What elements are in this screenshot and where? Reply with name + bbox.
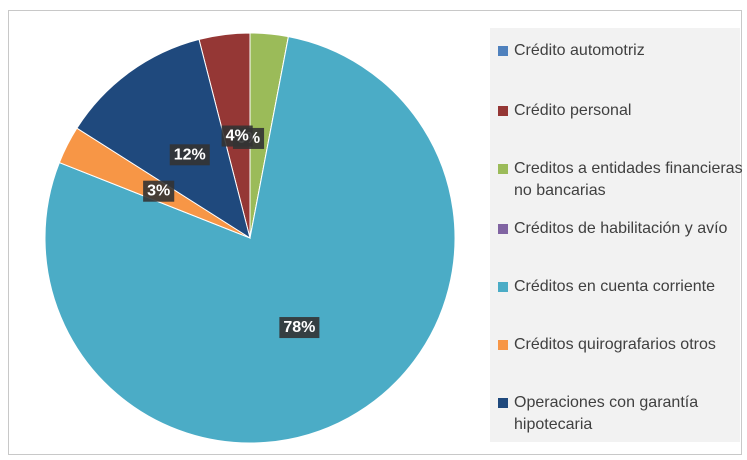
legend-item: Crédito automotriz	[498, 40, 747, 62]
legend-item: Creditos a entidades financieras no banc…	[498, 158, 747, 202]
data-label-text: 3%	[147, 183, 170, 200]
data-label-box	[221, 125, 253, 147]
pie-area: 0%4%78%3%12%	[44, 32, 456, 444]
legend-item: Créditos de habilitación y avío	[498, 218, 747, 240]
legend-swatch	[498, 46, 508, 56]
data-label: 3%	[143, 180, 175, 202]
legend-swatch	[498, 106, 508, 116]
legend-swatch	[498, 224, 508, 234]
data-label-text: 12%	[174, 146, 206, 163]
data-label-box	[279, 317, 320, 339]
data-label: 12%	[169, 144, 210, 166]
legend-swatch	[498, 340, 508, 350]
legend-label: Operaciones con garantía hipotecaria	[514, 394, 699, 433]
legend-label: Créditos en cuenta corriente	[514, 278, 715, 295]
pie-slice	[44, 36, 456, 444]
data-label: 78%	[279, 317, 320, 339]
legend-swatch	[498, 398, 508, 408]
legend-swatch	[498, 282, 508, 292]
pie-slice	[76, 38, 251, 240]
legend-label: Crédito personal	[514, 102, 632, 119]
data-label-text: 4%	[226, 128, 249, 145]
legend-label: Creditos a entidades financieras no banc…	[514, 160, 743, 199]
legend-label: Créditos de habilitación y avío	[514, 220, 728, 237]
data-label-box	[169, 144, 210, 166]
legend-item: Crédito personal	[498, 100, 747, 122]
legend-item: Créditos quirografarios otros	[498, 334, 747, 356]
legend-item: Operaciones con garantía hipotecaria	[498, 392, 747, 436]
legend: Crédito automotriz Crédito personal Credit…	[490, 28, 743, 442]
data-label-text: 78%	[283, 319, 315, 336]
legend-label: Créditos quirografarios otros	[514, 336, 716, 353]
legend-swatch	[498, 164, 508, 174]
legend-label: Crédito automotriz	[514, 42, 645, 59]
data-label-box	[143, 180, 175, 202]
data-label: 4%	[221, 125, 253, 147]
legend-item: Créditos en cuenta corriente	[498, 276, 747, 298]
